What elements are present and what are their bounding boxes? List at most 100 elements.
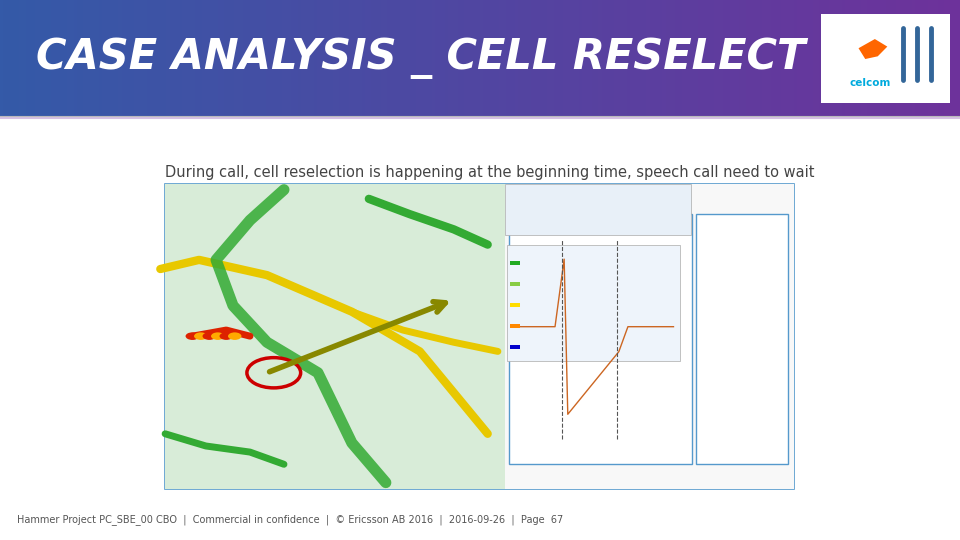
Bar [905,0,911,116]
Bar [528,0,533,116]
Bar [230,0,235,116]
Bar [60,0,66,116]
Bar [7,0,12,116]
Text: Hammer Project PC_SBE_00 CBO  |  Commercial in confidence  |  © Ericsson AB 2016: Hammer Project PC_SBE_00 CBO | Commercia… [17,514,564,525]
Bar [669,0,674,116]
Bar [710,0,715,116]
Bar [646,0,652,116]
Bar [890,0,895,116]
Bar [864,0,869,116]
Bar [640,0,645,116]
Bar [320,0,325,116]
Bar [259,0,264,116]
Bar [77,0,82,116]
Bar [784,0,789,116]
Bar [701,0,706,116]
Bar [185,0,191,116]
Bar [339,0,345,116]
Bar [909,0,914,116]
Bar [468,0,472,116]
Bar [525,0,530,116]
Bar [512,0,517,116]
Bar [358,0,364,116]
Bar [461,0,466,116]
Bar [396,0,402,116]
Bar [492,0,498,116]
Bar [564,0,568,116]
Bar [269,0,274,116]
Bar [682,0,686,116]
Bar [464,0,469,116]
Bar [608,0,613,116]
Bar [780,0,786,116]
Bar [233,0,239,116]
Bar [624,0,629,116]
Bar [74,0,79,116]
Bar [176,0,181,116]
Bar [809,0,815,116]
Bar [442,0,446,116]
Bar [70,0,76,116]
Bar [48,0,53,116]
Bar [521,0,527,116]
Bar [256,0,261,116]
Bar [444,0,450,116]
Bar [588,0,594,116]
Bar [861,0,866,116]
Bar [656,0,661,116]
Bar [771,0,777,116]
Bar [696,214,788,464]
Bar [365,0,370,116]
Bar [602,0,607,116]
Bar [278,0,283,116]
Bar [473,0,479,116]
Polygon shape [858,39,887,59]
Bar [480,0,485,116]
Bar [106,0,110,116]
Bar [634,0,638,116]
Bar [511,261,520,266]
Bar [867,0,873,116]
Bar [953,0,959,116]
Bar [612,0,616,116]
Bar [874,0,878,116]
Bar [304,0,309,116]
Bar [41,0,47,116]
Bar [775,0,780,116]
Bar [672,0,677,116]
Bar [547,0,552,116]
Bar [204,0,210,116]
Bar [720,0,725,116]
Bar [828,0,834,116]
Bar [880,0,885,116]
Bar [128,0,133,116]
Bar [756,0,760,116]
Bar [832,0,837,116]
Bar [362,0,367,116]
Bar [684,0,690,116]
Bar [454,0,460,116]
Bar [544,0,549,116]
Bar [823,0,828,116]
Bar [797,0,802,116]
Circle shape [194,332,207,340]
Bar [896,0,901,116]
Bar [199,0,204,116]
Text: to camp on new cell then can go on: to camp on new cell then can go on [165,194,427,210]
Bar [281,0,287,116]
Bar [675,0,681,116]
Circle shape [211,332,225,340]
Bar [765,0,770,116]
Text: During call, cell reselection is happening at the beginning time, speech call ne: During call, cell reselection is happeni… [165,165,815,180]
Bar [531,0,537,116]
Bar [660,0,664,116]
Bar [368,0,373,116]
Bar [477,0,482,116]
Bar [643,0,648,116]
Bar [329,0,335,116]
FancyBboxPatch shape [821,14,950,103]
Bar [554,0,559,116]
Bar [787,0,792,116]
Bar [915,0,921,116]
Bar [391,0,396,116]
